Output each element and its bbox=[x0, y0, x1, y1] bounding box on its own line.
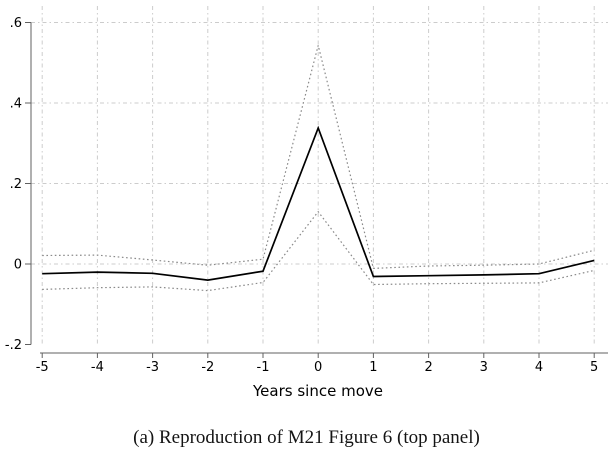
x-tick-label: -5 bbox=[36, 360, 49, 375]
vertical-gridlines bbox=[41, 6, 595, 345]
horizontal-gridlines bbox=[31, 22, 608, 265]
y-tick-label: .4 bbox=[10, 97, 22, 112]
x-tick-label: 3 bbox=[480, 360, 488, 375]
x-tick-label: -4 bbox=[91, 360, 104, 375]
x-tick-label: 2 bbox=[424, 360, 432, 375]
y-tick-label: -.2 bbox=[5, 338, 22, 353]
x-tick-labels: -5 -4 -3 -2 -1 0 1 2 3 4 5 bbox=[36, 360, 599, 375]
x-tick-label: 5 bbox=[590, 360, 598, 375]
y-axis bbox=[25, 22, 32, 345]
x-tick-label: -2 bbox=[201, 360, 214, 375]
ci_lower-polyline bbox=[42, 210, 595, 292]
x-tick-label: 4 bbox=[535, 360, 543, 375]
ci_upper-polyline bbox=[42, 45, 595, 270]
y-tick-label: 0 bbox=[14, 258, 22, 273]
x-axis-title: Years since move bbox=[252, 382, 383, 400]
x-tick-label: -3 bbox=[146, 360, 159, 375]
x-tick-label: 0 bbox=[314, 360, 322, 375]
x-tick-label: 1 bbox=[369, 360, 377, 375]
event-study-chart: -.2 0 .2 .4 .6 -5 -4 -3 -2 -1 0 1 2 3 4 5 Years since … bbox=[5, 6, 608, 400]
estimate-polyline bbox=[42, 125, 595, 281]
y-tick-label: .2 bbox=[10, 177, 22, 192]
x-axis bbox=[40, 352, 608, 358]
ci-lower-line bbox=[42, 210, 595, 292]
x-tick-label: -1 bbox=[257, 360, 270, 375]
y-tick-label: .6 bbox=[10, 16, 22, 31]
ci-upper-line bbox=[42, 45, 595, 270]
estimate-line bbox=[42, 125, 595, 281]
y-tick-labels: -.2 0 .2 .4 .6 bbox=[5, 16, 22, 353]
figure-caption: (a) Reproduction of M21 Figure 6 (top pa… bbox=[133, 427, 480, 448]
